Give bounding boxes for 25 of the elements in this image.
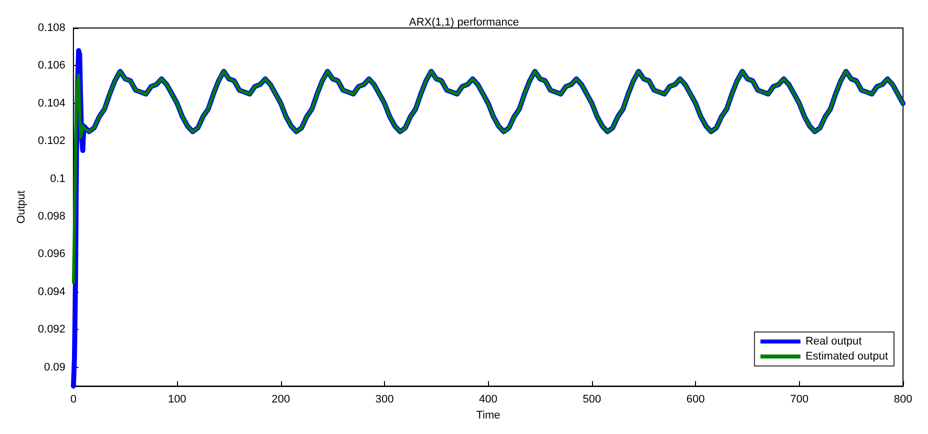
x-tick-label: 200 xyxy=(272,394,290,406)
x-tick-label: 300 xyxy=(375,394,394,406)
x-tick-label: 800 xyxy=(894,394,912,406)
y-tick-label: 0.09 xyxy=(44,361,66,374)
y-axis-title: Output xyxy=(16,190,28,224)
x-axis-title: Time xyxy=(476,410,500,422)
y-tick-label: 0.1 xyxy=(50,172,66,185)
legend-label: Estimated output xyxy=(805,350,888,362)
x-tick-label: 100 xyxy=(168,394,186,406)
y-tick-label: 0.108 xyxy=(38,22,66,34)
line-series xyxy=(72,70,904,284)
y-tick-label: 0.106 xyxy=(38,60,66,72)
x-tick-label: 500 xyxy=(582,394,602,406)
legend-label: Real output xyxy=(805,336,862,348)
x-tick-label: 700 xyxy=(790,394,808,406)
y-tick-label: 0.092 xyxy=(38,324,66,336)
x-tick-label: 400 xyxy=(479,394,498,406)
y-tick-label: 0.104 xyxy=(38,97,66,110)
y-tick-label: 0.094 xyxy=(38,286,66,298)
y-tick-label: 0.102 xyxy=(38,135,66,148)
y-tick-label: 0.098 xyxy=(38,210,66,222)
chart-title: ARX(1,1) performance xyxy=(408,16,520,28)
x-tick-label: 0 xyxy=(70,394,76,406)
y-tick-label: 0.096 xyxy=(38,248,66,260)
x-tick-label: 600 xyxy=(686,394,705,406)
